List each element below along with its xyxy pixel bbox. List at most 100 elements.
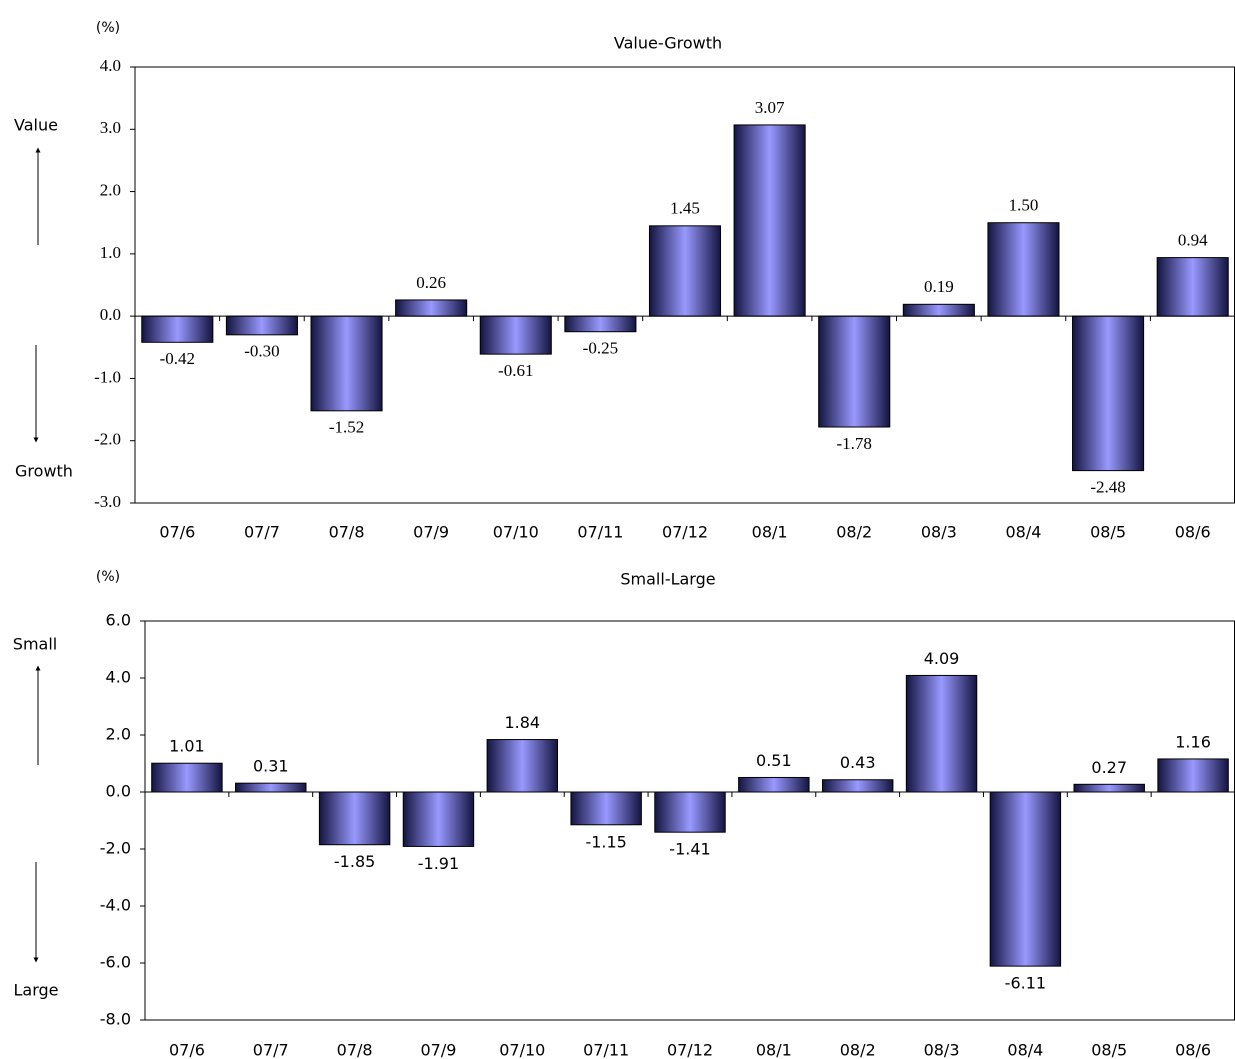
value-label: 1.84 (504, 713, 540, 732)
y-tick-label: -1.0 (94, 367, 121, 386)
value-label: 0.51 (756, 751, 792, 770)
value-label: -1.91 (418, 854, 459, 873)
x-tick-label: 08/3 (921, 523, 957, 542)
bar (733, 124, 806, 317)
value-label: 1.45 (670, 199, 700, 218)
chart-title: Value-Growth (614, 34, 722, 53)
bar (479, 315, 552, 355)
annotation: Growth (15, 462, 73, 481)
y-tick-label: -6.0 (100, 953, 131, 972)
x-tick-label: 07/11 (577, 523, 623, 542)
bar (818, 315, 891, 428)
value-label: 0.27 (1091, 758, 1127, 777)
bar (318, 791, 391, 846)
x-tick-label: 07/7 (244, 523, 280, 542)
value-label: 0.26 (416, 273, 446, 292)
bar (402, 791, 475, 847)
bar (570, 791, 642, 826)
value-label: 1.01 (169, 737, 205, 756)
bar (905, 674, 978, 793)
y-tick-label: 0.0 (106, 782, 131, 801)
value-label: -0.42 (160, 349, 195, 368)
value-label: 0.19 (924, 277, 954, 296)
y-tick-label: 1.0 (100, 243, 121, 262)
value-label: 0.31 (253, 757, 289, 776)
bar (738, 776, 810, 793)
bar (902, 303, 975, 317)
bar (310, 315, 383, 412)
bar (564, 315, 637, 333)
y-tick-label: 3.0 (100, 118, 121, 137)
x-tick-label: 07/10 (493, 523, 539, 542)
x-tick-label: 07/9 (413, 523, 449, 542)
unit-label: (%) (96, 569, 120, 585)
x-tick-label: 08/3 (924, 1041, 960, 1059)
value-label: -6.11 (1005, 974, 1046, 993)
value-label: -1.15 (585, 832, 626, 851)
chart-2: (%) Small-Large Small Large 6.0 4.0 2.0 0.0 -2.0… (13, 569, 1235, 1059)
x-tick-label: 07/10 (499, 1041, 545, 1059)
x-tick-label: 07/7 (253, 1041, 289, 1059)
x-tick-label: 07/8 (329, 523, 365, 542)
annotation: Small (13, 635, 57, 654)
bar (1157, 758, 1229, 793)
unit-label: (%) (96, 20, 120, 36)
value-label: -0.61 (498, 361, 533, 380)
y-tick-label: -4.0 (100, 896, 131, 915)
value-label: -0.30 (244, 342, 279, 361)
bar (1156, 257, 1229, 317)
x-tick-label: 08/2 (836, 523, 872, 542)
value-label: 0.94 (1178, 231, 1208, 250)
y-tick-label: 2.0 (106, 725, 131, 744)
value-label: 1.16 (1175, 732, 1211, 751)
x-tick-label: 07/11 (583, 1041, 629, 1059)
value-label: -1.52 (329, 418, 364, 437)
x-tick-label: 07/6 (159, 523, 195, 542)
value-label: -1.78 (837, 434, 872, 453)
value-label: 0.43 (840, 753, 876, 772)
x-tick-label: 07/12 (667, 1041, 713, 1059)
value-label: -1.85 (334, 852, 375, 871)
bar (235, 782, 307, 793)
x-tick-label: 07/8 (337, 1041, 373, 1059)
chart-title: Small-Large (620, 570, 715, 589)
bar (141, 315, 214, 343)
bar (989, 791, 1062, 967)
bar (654, 791, 726, 833)
x-tick-label: 08/1 (756, 1041, 792, 1059)
bar (151, 762, 223, 793)
x-tick-label: 08/6 (1175, 523, 1211, 542)
value-label: -2.48 (1090, 478, 1125, 497)
annotation: Value (14, 116, 58, 135)
x-tick-label: 08/2 (840, 1041, 876, 1059)
bar (225, 315, 298, 336)
value-label: 3.07 (755, 98, 785, 117)
y-tick-label: -2.0 (94, 430, 121, 449)
x-tick-label: 08/4 (1005, 523, 1041, 542)
x-tick-label: 07/12 (662, 523, 708, 542)
bar (486, 739, 559, 793)
value-label: -0.25 (583, 339, 618, 358)
value-label: 1.50 (1009, 196, 1039, 215)
y-tick-label: 6.0 (106, 611, 131, 630)
y-tick-label: 2.0 (100, 180, 121, 199)
x-tick-label: 07/9 (420, 1041, 456, 1059)
y-tick-label: 0.0 (100, 305, 121, 324)
x-tick-label: 08/6 (1175, 1041, 1211, 1059)
y-tick-label: -3.0 (94, 492, 121, 511)
y-tick-label: 4.0 (106, 668, 131, 687)
chart-1: (%) Value-Growth Value Growth 4.0 3.0 2.0 1.0 0.… (14, 20, 1235, 542)
x-tick-label: 08/5 (1091, 1041, 1127, 1059)
y-tick-label: -2.0 (100, 839, 131, 858)
x-tick-label: 08/1 (752, 523, 788, 542)
y-tick-label: -8.0 (100, 1010, 131, 1029)
bar (1073, 783, 1145, 793)
bar (821, 779, 894, 793)
x-tick-label: 08/5 (1090, 523, 1126, 542)
y-tick-label: 4.0 (100, 56, 121, 75)
x-tick-label: 07/6 (169, 1041, 205, 1059)
annotation: Large (13, 981, 58, 1000)
bar (987, 222, 1060, 317)
value-label: 4.09 (924, 649, 960, 668)
